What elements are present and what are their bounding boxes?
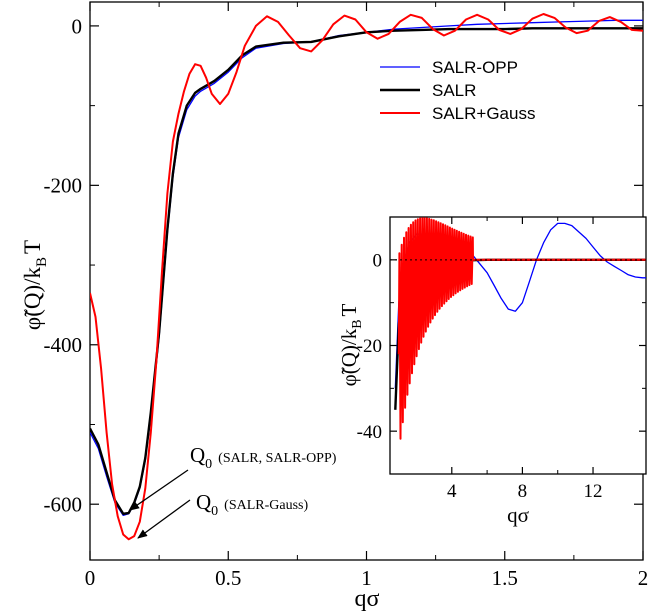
main-y-tick-label: -400 [44,333,83,357]
inset-y-axis-label-tail: T [337,303,361,316]
inset-x-tick-label: 8 [518,481,528,502]
main-ticks: 0 0.5 1 1.5 20-200-400-600 [44,2,649,590]
main-y-axis-label-sub: B [34,257,50,267]
main-y-axis-label-tail: T [20,240,45,254]
inset-y-tick-label: -40 [357,422,382,443]
inset-y-tick-label: -20 [357,336,382,357]
annotation-label-gauss: Q0 (SALR-Gauss) [196,490,309,519]
main-y-axis-label: φ̃(Q)/kBT [20,240,50,330]
main-x-tick-label: 1.5 [492,566,518,590]
inset-y-tick-label: 0 [373,250,383,271]
annotation-detail-salr: (SALR, SALR-OPP) [218,451,337,466]
legend-label-salr-gauss: SALR+Gauss [432,104,535,123]
inset-y-axis-label-main: φ̃(Q)/k [337,328,361,386]
main-y-axis-label-main: φ̃(Q)/k [20,266,45,330]
main-series-salr-gauss [90,13,643,541]
inset-series [390,217,646,440]
inset-x-tick-label: 12 [584,481,603,502]
annotation-arrow-gauss [137,499,191,539]
annotation-q-sub-gauss: 0 [211,504,218,519]
annotation-detail-gauss: (SALR-Gauss) [224,498,308,513]
annotation-q-gauss: Q [196,490,211,514]
inset-plot: 4 8 12 0 -20 -40 qσ φ̃(Q)/kBT [337,216,647,527]
legend-label-salr-opp: SALR-OPP [432,58,518,77]
inset-y-axis-label: φ̃(Q)/kBT [337,303,365,386]
main-x-tick-label: 0 [85,566,96,590]
main-x-axis-label: qσ [355,586,380,612]
annotations: Q0 (SALR, SALR-OPP) Q0 (SALR-Gauss) [129,443,337,539]
main-y-tick-label: 0 [72,14,83,38]
main-x-tick-label: 2 [638,566,649,590]
inset-x-tick-label: 4 [447,481,457,502]
inset-x-axis-label: qσ [507,503,529,527]
legend-label-salr: SALR [432,81,476,100]
inset-ticks: 4 8 12 0 -20 -40 [357,217,646,502]
annotation-label-salr: Q0 (SALR, SALR-OPP) [190,443,337,472]
main-y-tick-label: -200 [44,174,83,198]
main-y-tick-label: -600 [44,493,83,517]
main-x-tick-label: 0.5 [215,566,241,590]
annotation-arrow-salr [129,469,189,511]
legend: SALR-OPP SALR SALR+Gauss [380,58,535,123]
inset-series-salr-gauss [397,217,646,440]
main-x-tick-label: 1 [361,566,372,590]
annotation-q-salr: Q [190,443,205,467]
inset-y-axis-label-sub: B [350,319,365,328]
annotation-q-sub-salr: 0 [205,457,212,472]
